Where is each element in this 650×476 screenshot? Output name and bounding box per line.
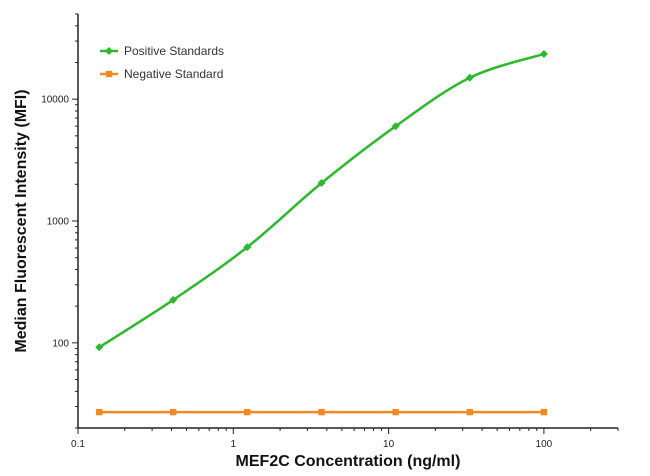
legend: Positive Standards Negative Standard xyxy=(100,44,224,81)
x-tick-label: 0.1 xyxy=(71,439,85,450)
series-positive-standards xyxy=(95,49,548,352)
x-tick-label: 1 xyxy=(231,439,237,450)
data-point-negative-standard xyxy=(244,408,251,416)
data-point-positive-standards xyxy=(95,343,104,352)
y-tick-label: 1000 xyxy=(47,217,70,228)
legend-marker xyxy=(105,47,113,55)
data-point-positive-standards xyxy=(243,243,252,252)
data-point-positive-standards xyxy=(465,73,474,82)
data-point-positive-standards xyxy=(539,49,548,58)
data-point-negative-standard xyxy=(540,408,548,416)
series-line-positive-standards xyxy=(98,52,545,349)
legend-label: Positive Standards xyxy=(124,44,224,58)
legend-item-negative-standard: Negative Standard xyxy=(100,67,223,81)
data-point-negative-standard xyxy=(318,408,325,416)
y-ticks: 100 1000 10000 xyxy=(41,13,78,429)
y-axis-title: Median Fluorescent Intensity (MFI) xyxy=(13,89,30,352)
data-point-negative-standard xyxy=(96,408,103,416)
data-point-positive-standards xyxy=(317,179,326,188)
legend-label: Negative Standard xyxy=(124,67,223,81)
plot-area xyxy=(95,49,548,416)
series-negative-standard xyxy=(96,408,548,416)
data-point-negative-standard xyxy=(169,408,177,416)
data-point-positive-standards xyxy=(169,295,178,304)
y-tick-label: 100 xyxy=(52,338,69,349)
data-point-positive-standards xyxy=(391,122,400,131)
x-tick-label: 100 xyxy=(536,439,553,450)
x-tick-label: 10 xyxy=(383,439,395,450)
data-point-negative-standard xyxy=(392,408,399,416)
legend-marker xyxy=(105,70,113,78)
x-axis-title: MEF2C Concentration (ng/ml) xyxy=(236,453,461,470)
data-point-negative-standard xyxy=(466,408,473,416)
x-ticks: 0.1 1 10 100 xyxy=(71,428,619,450)
legend-item-positive-standards: Positive Standards xyxy=(100,44,224,58)
y-tick-label: 10000 xyxy=(41,95,69,106)
